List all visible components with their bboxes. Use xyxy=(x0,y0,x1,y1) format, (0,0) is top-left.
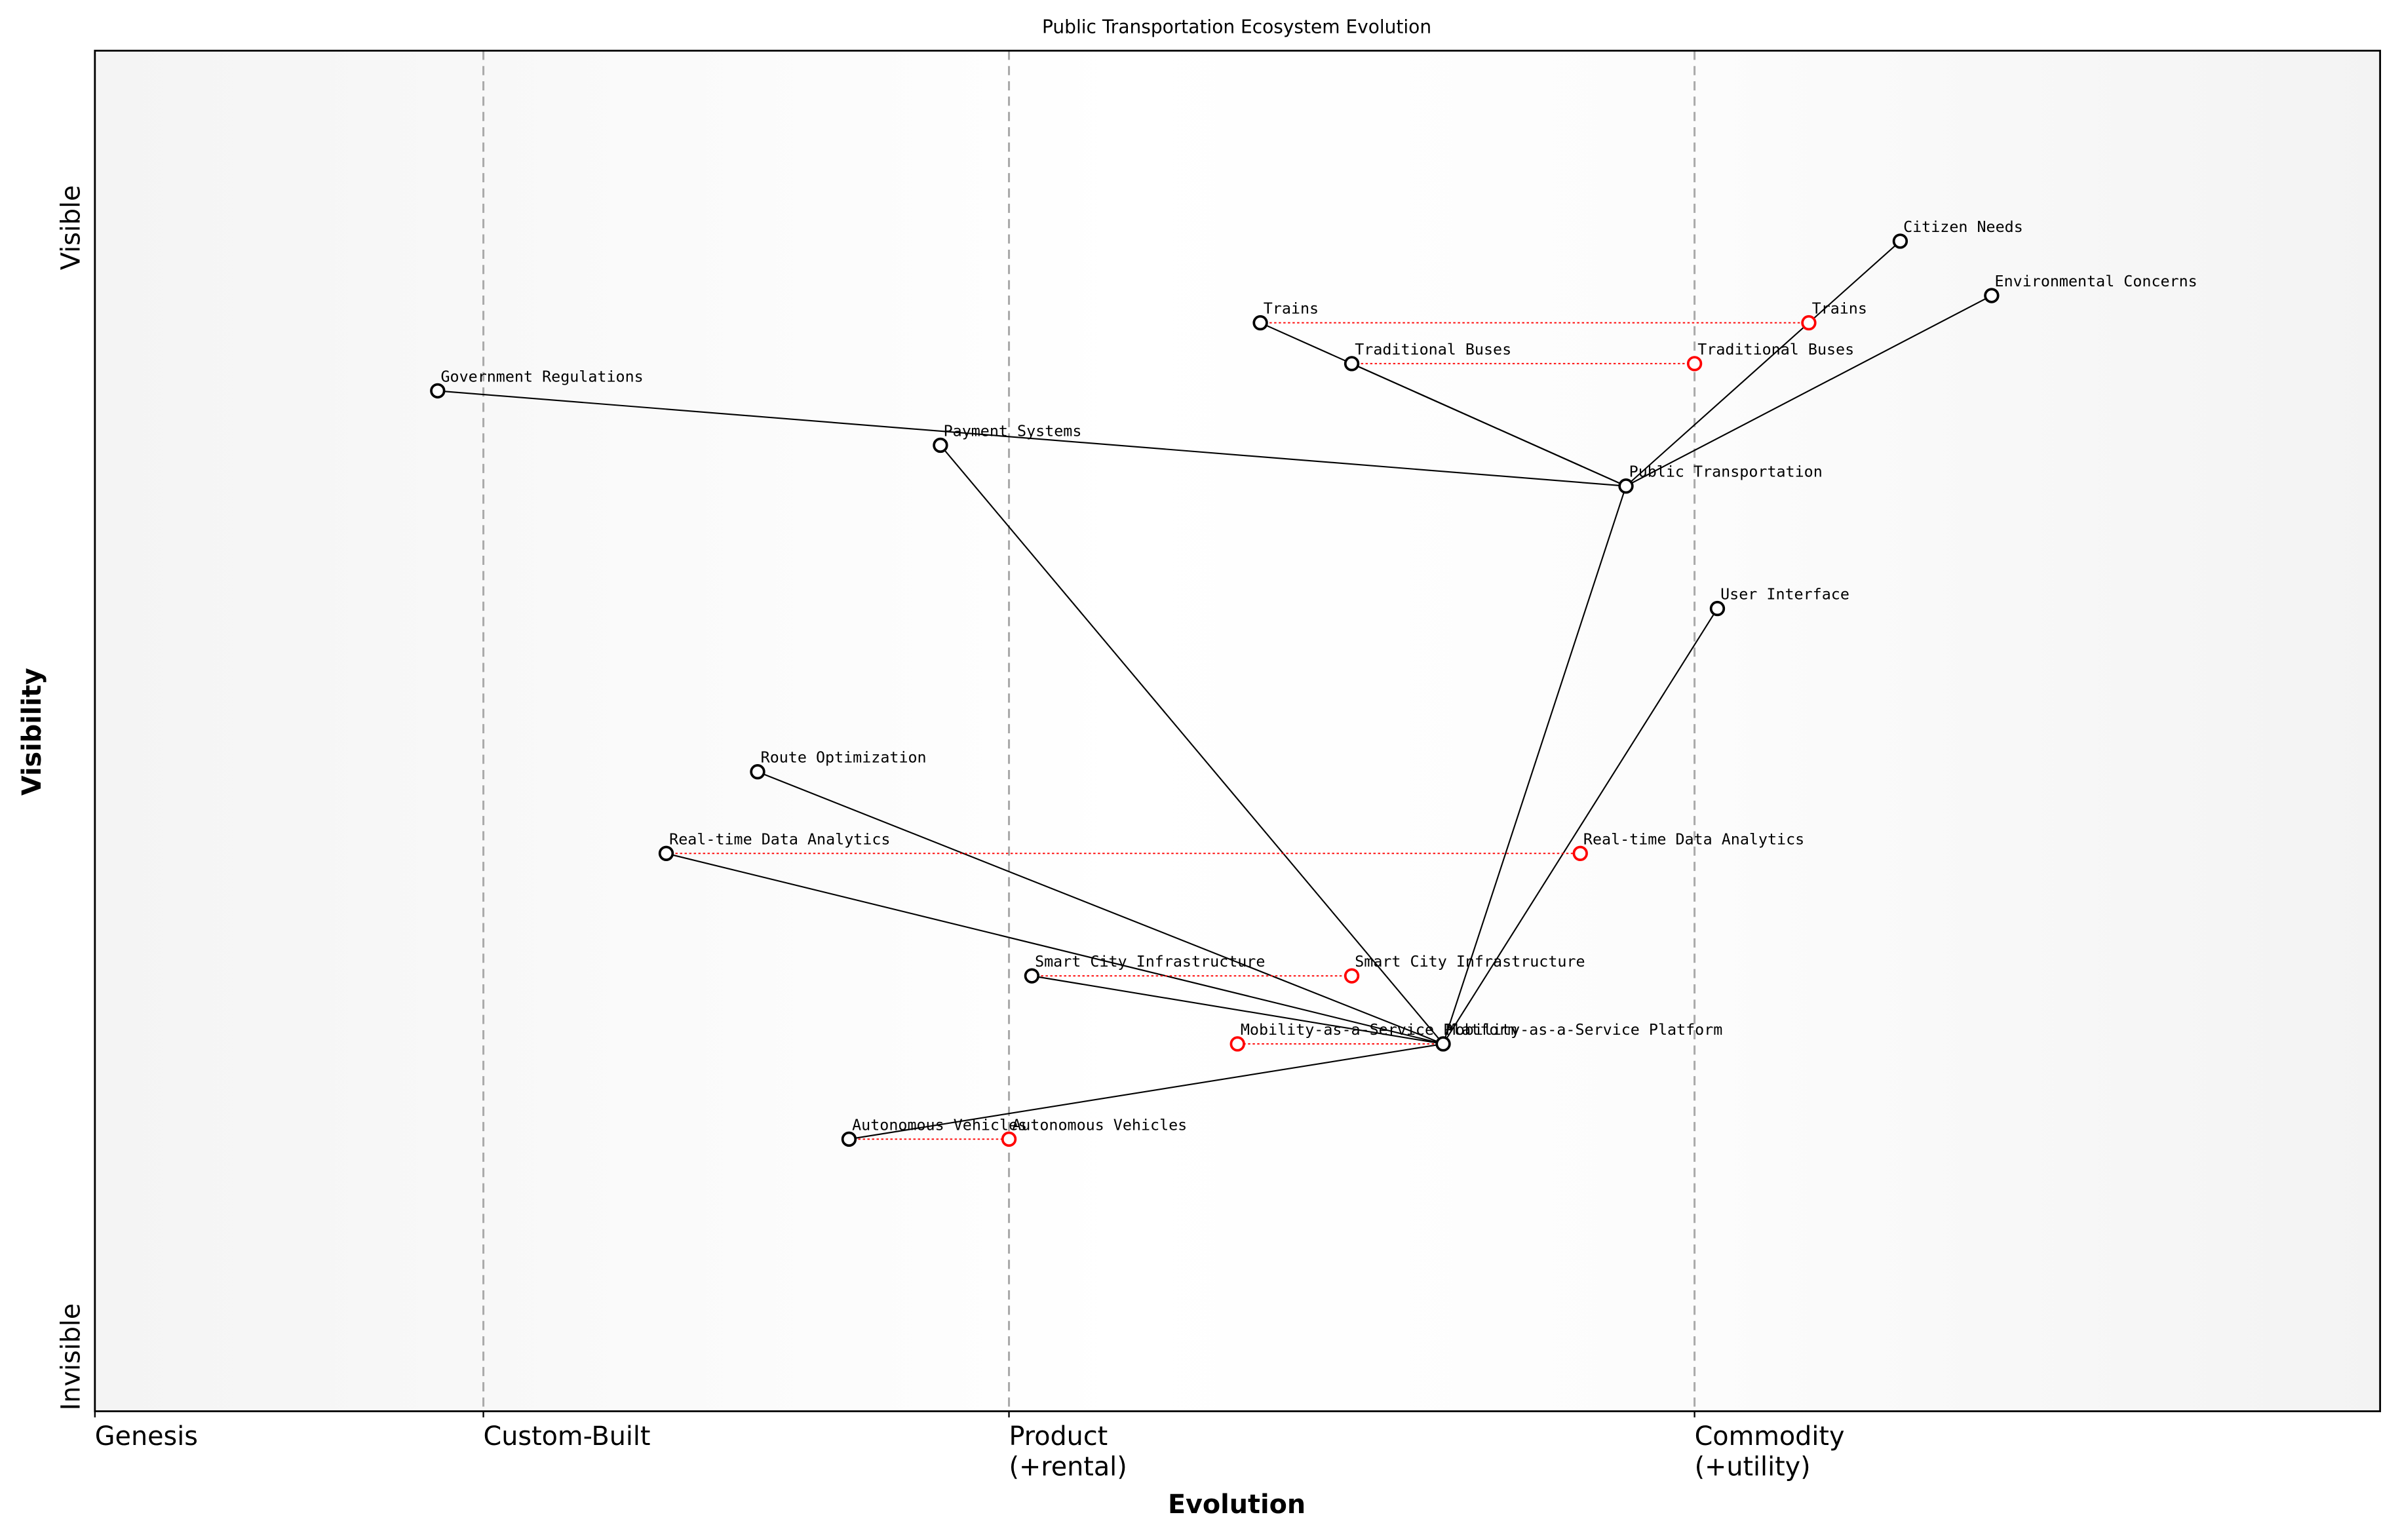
link xyxy=(1442,486,1627,1045)
evolved-component xyxy=(1001,1131,1017,1147)
link xyxy=(1351,362,1627,487)
evolved-component xyxy=(1344,968,1360,984)
component xyxy=(933,437,948,453)
evolved-component xyxy=(1686,356,1703,372)
component-label: Trains xyxy=(1264,299,1319,318)
link xyxy=(1032,975,1444,1045)
component-label: Mobility-as-a-Service Platform xyxy=(1446,1020,1723,1039)
component-label: Citizen Needs xyxy=(1903,218,2023,236)
evolved-component xyxy=(1229,1036,1245,1052)
evolved-component xyxy=(1801,315,1817,331)
plot-frame xyxy=(94,49,2382,1412)
evolved-component xyxy=(1572,845,1588,861)
component xyxy=(841,1131,857,1147)
link xyxy=(1625,241,1901,487)
component-label: Route Optimization xyxy=(761,748,927,767)
evolved-label: Smart City Infrastructure xyxy=(1355,952,1585,971)
component xyxy=(1709,600,1726,617)
component xyxy=(430,383,446,399)
evolved-label: Traditional Buses xyxy=(1697,340,1854,358)
component xyxy=(1252,315,1268,331)
link xyxy=(849,1043,1444,1140)
component-label: Autonomous Vehicles xyxy=(852,1115,1027,1134)
component xyxy=(1892,233,1908,249)
link xyxy=(940,444,1444,1045)
component-label: Public Transportation xyxy=(1629,463,1823,481)
x-axis-label: Evolution xyxy=(1168,1490,1306,1520)
chart-title: Public Transportation Ecosystem Evolutio… xyxy=(1042,16,1431,37)
evolved-label: Mobility-as-a-Service Platform xyxy=(1241,1020,1517,1039)
component xyxy=(1344,356,1360,372)
component-label: Environmental Concerns xyxy=(1995,272,2197,290)
component-label: Traditional Buses xyxy=(1355,340,1511,358)
component-label: Real-time Data Analytics xyxy=(669,830,890,848)
link xyxy=(1442,608,1718,1045)
x-tick-label: Product (+rental) xyxy=(1009,1421,1127,1482)
x-tick-label: Commodity (+utility) xyxy=(1695,1421,1845,1482)
component xyxy=(1984,288,2000,303)
component xyxy=(1618,478,1634,494)
y-tick-label: Visible xyxy=(56,185,86,270)
component-label: Smart City Infrastructure xyxy=(1035,952,1265,971)
evolved-label: Trains xyxy=(1812,299,1867,318)
link xyxy=(1625,295,1992,487)
plot-background xyxy=(94,50,2380,1412)
component-label: User Interface xyxy=(1720,585,1849,604)
y-tick-label: Invisible xyxy=(56,1303,86,1411)
component xyxy=(658,845,674,861)
evolved-label: Autonomous Vehicles xyxy=(1012,1115,1187,1134)
link xyxy=(666,853,1444,1045)
link xyxy=(437,390,1627,487)
x-tick-label: Custom-Built xyxy=(484,1421,651,1452)
component xyxy=(1435,1036,1451,1052)
component xyxy=(1024,968,1040,984)
component xyxy=(750,764,765,780)
evolved-label: Real-time Data Analytics xyxy=(1583,830,1804,848)
y-axis-label: Visibility xyxy=(17,668,47,796)
component-label: Payment Systems xyxy=(944,421,1082,440)
x-tick-label: Genesis xyxy=(95,1421,198,1452)
link xyxy=(757,771,1444,1045)
component-label: Government Regulations xyxy=(440,367,643,385)
